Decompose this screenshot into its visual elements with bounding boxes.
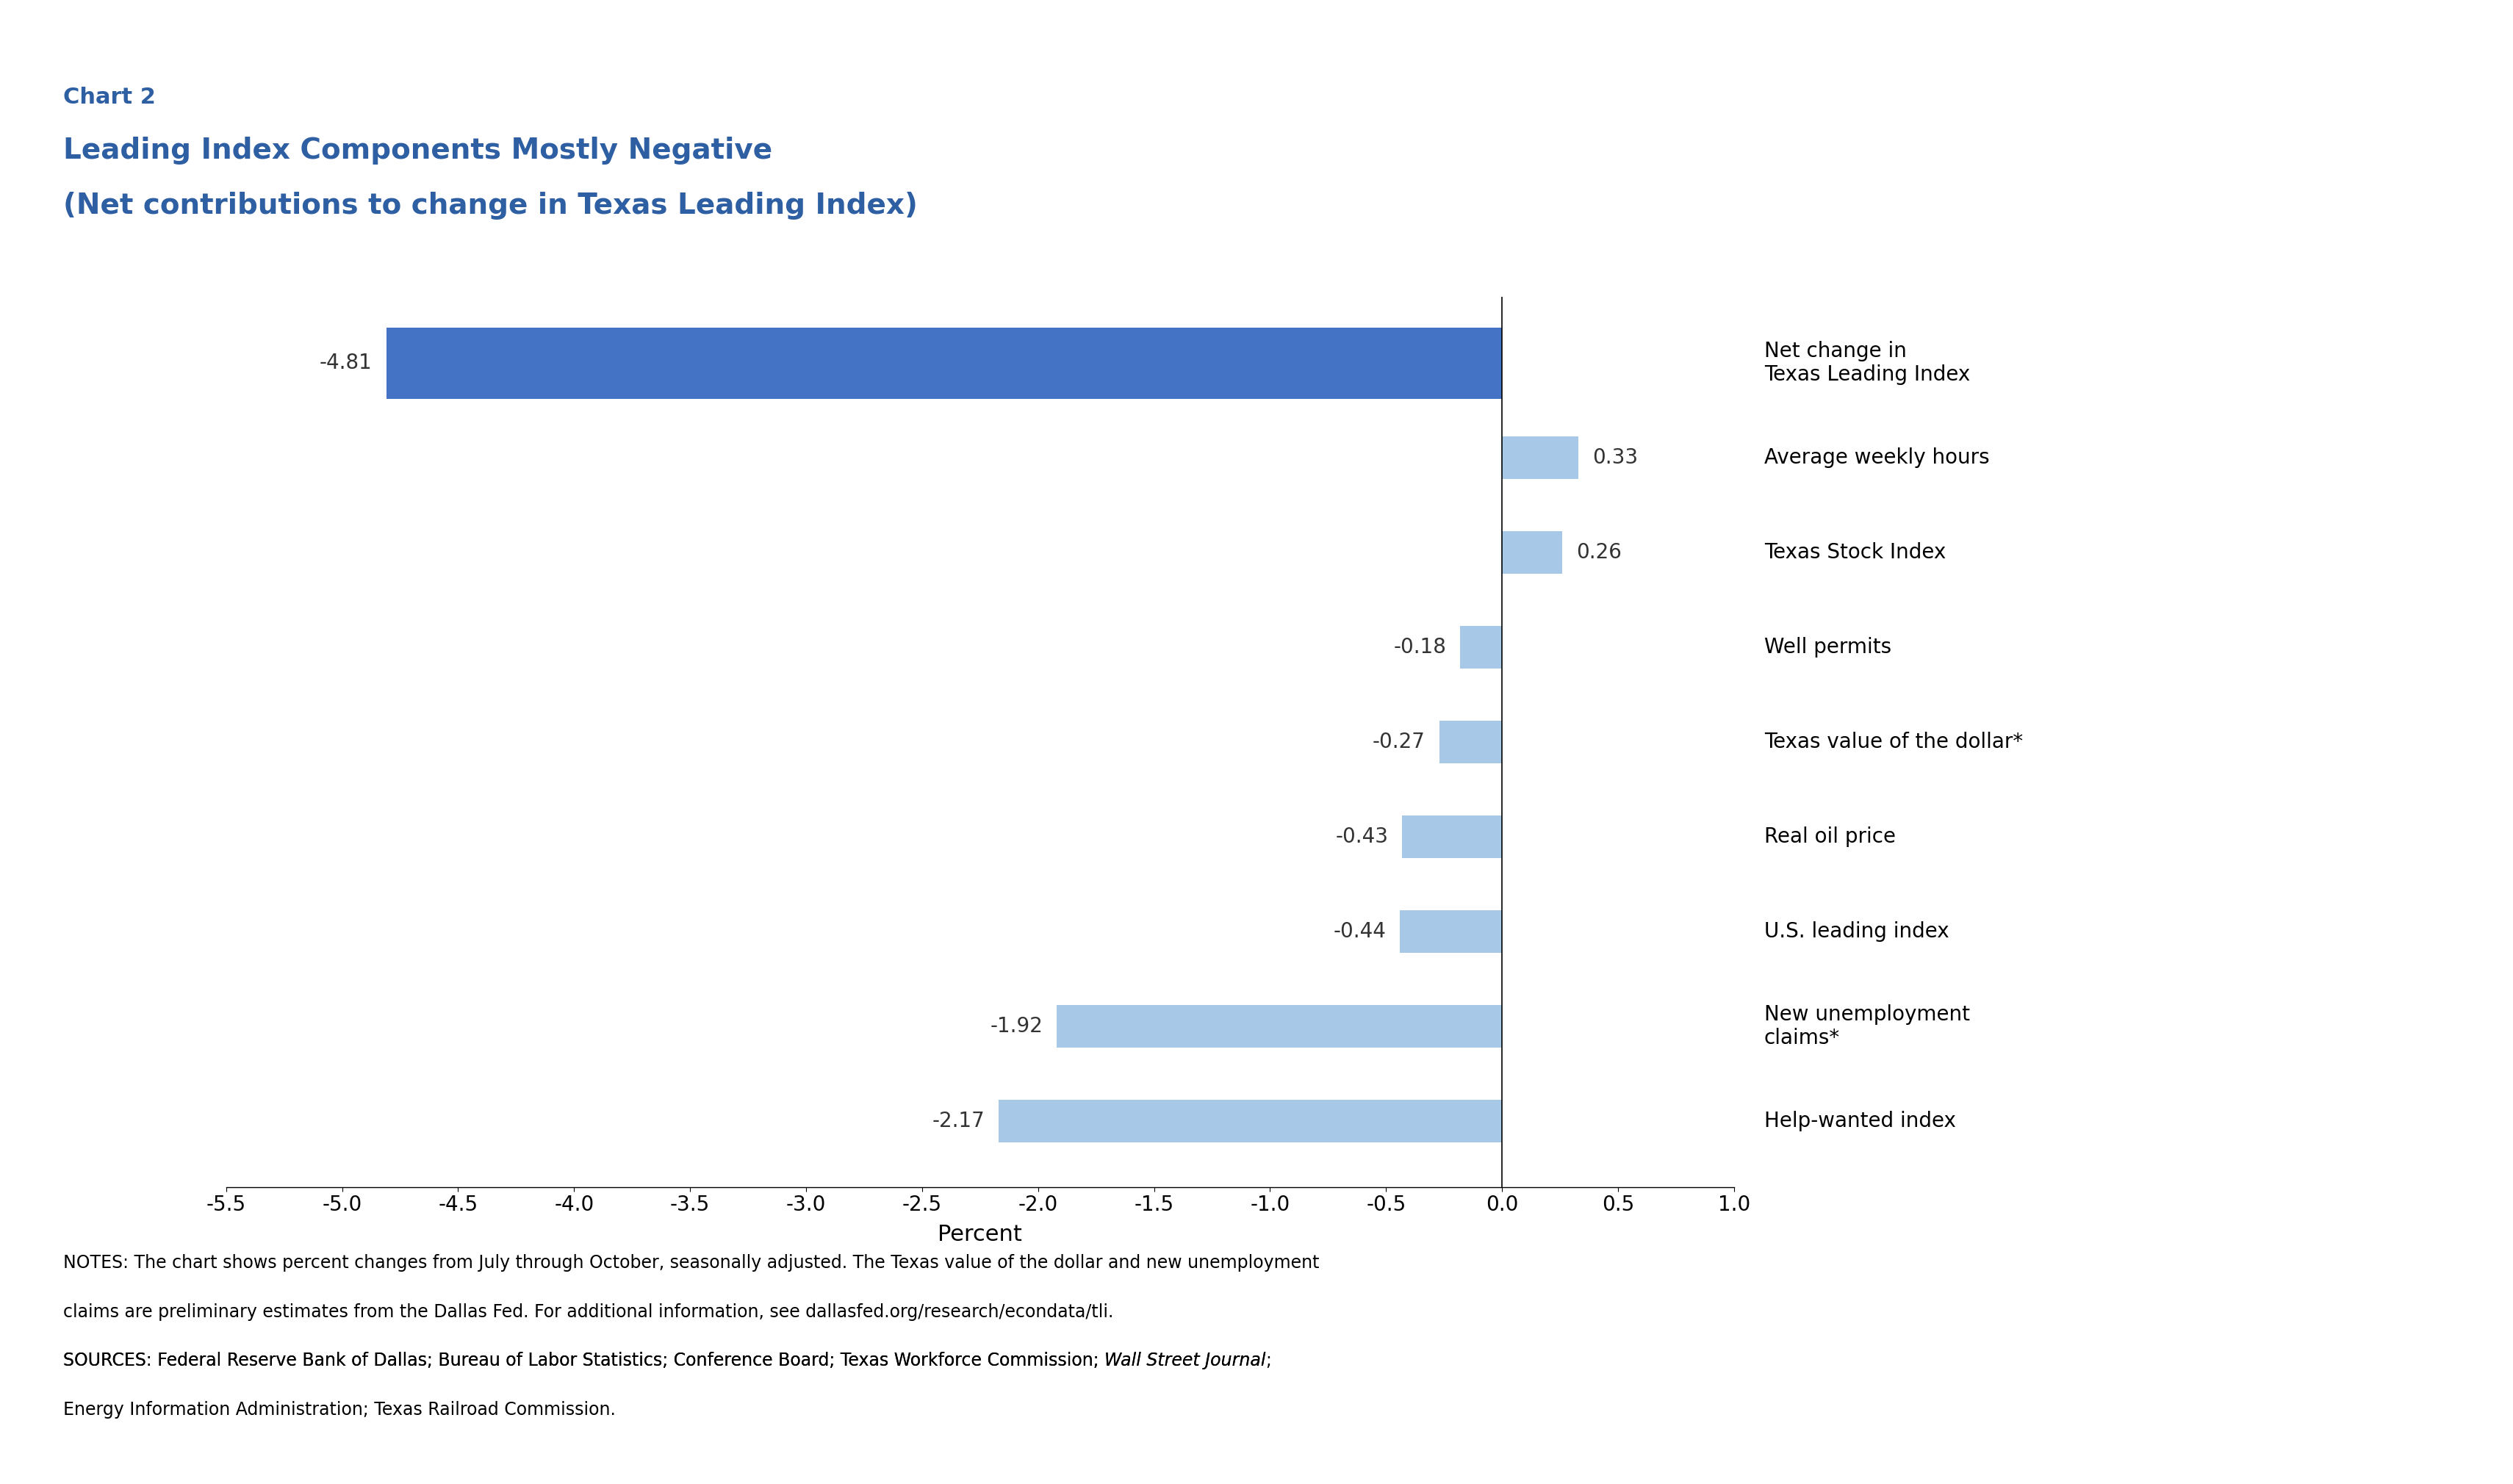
Text: claims are preliminary estimates from the Dallas Fed. For additional information: claims are preliminary estimates from th… bbox=[63, 1303, 1113, 1321]
Bar bbox=[1402, 815, 1503, 858]
Text: -0.43: -0.43 bbox=[1334, 827, 1387, 847]
Text: U.S. leading index: U.S. leading index bbox=[1764, 922, 1950, 942]
Text: -4.81: -4.81 bbox=[319, 353, 372, 374]
Text: -0.18: -0.18 bbox=[1395, 637, 1447, 657]
Bar bbox=[1460, 626, 1503, 669]
Text: Chart 2: Chart 2 bbox=[63, 88, 156, 108]
Text: Help-wanted index: Help-wanted index bbox=[1764, 1110, 1955, 1131]
Bar bbox=[1055, 1005, 1503, 1048]
Text: SOURCES: Federal Reserve Bank of Dallas; Bureau of Labor Statistics; Conference : SOURCES: Federal Reserve Bank of Dallas;… bbox=[63, 1352, 1103, 1370]
Text: Texas value of the dollar*: Texas value of the dollar* bbox=[1764, 732, 2023, 752]
Text: -0.27: -0.27 bbox=[1372, 732, 1425, 752]
Text: ;: ; bbox=[1267, 1352, 1272, 1370]
Bar bbox=[1440, 721, 1503, 763]
Text: New unemployment
claims*: New unemployment claims* bbox=[1764, 1005, 1970, 1048]
Text: Texas Stock Index: Texas Stock Index bbox=[1764, 542, 1945, 562]
Text: 0.33: 0.33 bbox=[1593, 448, 1638, 467]
X-axis label: Percent: Percent bbox=[937, 1224, 1023, 1245]
Text: Wall Street Journal: Wall Street Journal bbox=[1103, 1352, 1267, 1370]
Text: Wall Street Journal: Wall Street Journal bbox=[1103, 1352, 1267, 1370]
Text: Energy Information Administration; Texas Railroad Commission.: Energy Information Administration; Texas… bbox=[63, 1401, 616, 1419]
Text: Well permits: Well permits bbox=[1764, 637, 1892, 657]
Bar bbox=[1400, 910, 1503, 953]
Text: NOTES: The chart shows percent changes from July through October, seasonally adj: NOTES: The chart shows percent changes f… bbox=[63, 1254, 1319, 1272]
Bar bbox=[387, 328, 1503, 399]
Text: -2.17: -2.17 bbox=[932, 1110, 985, 1131]
Text: Net change in
Texas Leading Index: Net change in Texas Leading Index bbox=[1764, 341, 1970, 386]
Text: Average weekly hours: Average weekly hours bbox=[1764, 448, 1990, 467]
Bar bbox=[1503, 531, 1563, 574]
Text: (Net contributions to change in Texas Leading Index): (Net contributions to change in Texas Le… bbox=[63, 191, 917, 220]
Text: Leading Index Components Mostly Negative: Leading Index Components Mostly Negative bbox=[63, 137, 771, 165]
Text: 0.26: 0.26 bbox=[1576, 542, 1621, 562]
Text: -0.44: -0.44 bbox=[1334, 922, 1387, 942]
Text: SOURCES: Federal Reserve Bank of Dallas; Bureau of Labor Statistics; Conference : SOURCES: Federal Reserve Bank of Dallas;… bbox=[63, 1352, 1103, 1370]
Bar bbox=[998, 1100, 1503, 1143]
Bar bbox=[1503, 436, 1578, 479]
Text: -1.92: -1.92 bbox=[990, 1017, 1043, 1036]
Text: Real oil price: Real oil price bbox=[1764, 827, 1895, 847]
